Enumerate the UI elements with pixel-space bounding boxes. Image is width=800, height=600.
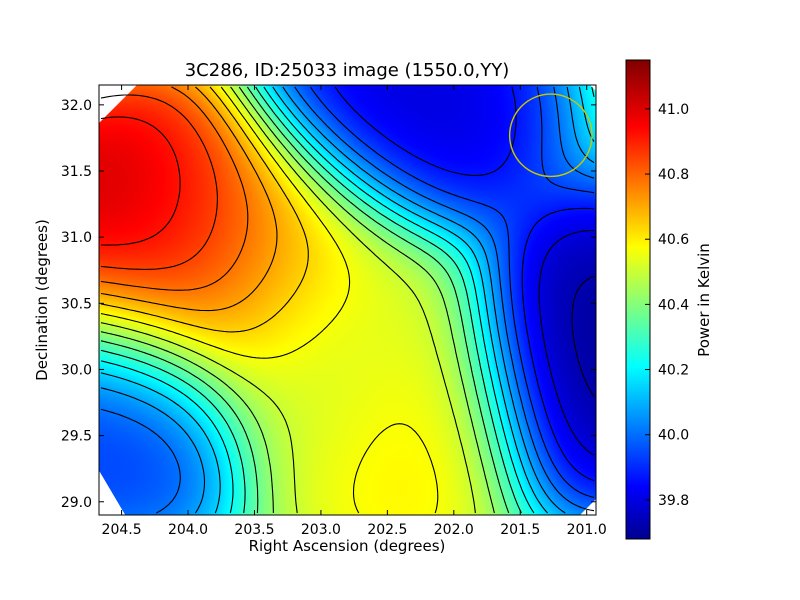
plot-area: 204.5 204.0 203.5 203.0 202.5 202.0 201.5 201.0… [61,84,607,538]
contour-line [538,229,595,456]
contour-lines [100,86,595,514]
x-tick-label: 201.0 [567,522,607,538]
contour-line [100,86,595,514]
y-tick-label: 29.5 [61,429,92,445]
y-tick-label: 31.0 [61,230,92,246]
y-tick-label: 29.0 [61,495,92,511]
x-axis-label: Right Ascension (degrees) [249,537,446,555]
contour-line [100,86,249,291]
colorbar-label: Power in Kelvin [695,243,713,357]
x-tick-label: 203.5 [234,522,274,538]
contour-line [100,86,595,514]
colorbar-tick-label: 40.6 [658,232,689,248]
contour-line [100,86,476,514]
colorbar-ticks: 39.8 40.0 40.2 40.4 40.6 40.8 41.0 [645,102,689,509]
contour-line [100,86,495,514]
y-axis-label: Declination (degrees) [33,219,51,381]
contour-line [100,86,595,514]
colorbar-gradient [625,59,651,540]
colorbar-tick-label: 40.4 [658,297,689,313]
contour-line [100,86,522,514]
x-tick-label: 202.0 [434,522,474,538]
chart-title: 3C286, ID:25033 image (1550.0,YY) [185,60,510,81]
y-tick-label: 32.0 [61,98,92,114]
contour-line [571,275,595,397]
x-tick-label: 204.5 [102,522,142,538]
x-tick-label: 201.5 [500,522,540,538]
contour-line [310,86,595,498]
y-tick-label: 30.5 [61,296,92,312]
contour-line [100,86,309,333]
x-tick-label: 203.0 [301,522,341,538]
contour-line [334,86,595,482]
contour-line [100,94,218,270]
colorbar-tick-label: 41.0 [658,102,689,118]
plot-frame [98,84,597,516]
colorbar-tick-label: 40.8 [658,167,689,183]
y-tick-label: 30.0 [61,362,92,378]
contour-line [100,116,181,246]
x-axis-ticks: 204.5 204.0 203.5 203.0 202.5 202.0 201.5 201.0 [102,85,607,538]
contour-line [100,86,439,514]
colorbar-tick-label: 40.2 [658,363,689,379]
colorbar: 39.8 40.0 40.2 40.4 40.6 40.8 41.0 Power in Ke… [625,59,713,540]
x-tick-label: 204.0 [168,522,208,538]
contour-line [100,86,510,514]
heatmap-image [99,85,596,515]
y-tick-label: 31.5 [61,164,92,180]
colorbar-tick-label: 39.8 [658,493,689,509]
contour-line [100,86,595,514]
colorbar-tick-label: 40.0 [658,428,689,444]
heatmap-raster [99,85,596,515]
x-tick-label: 202.5 [367,522,407,538]
contour-line [100,86,278,312]
y-axis-ticks: 29.0 29.5 30.0 30.5 31.0 31.5 32.0 [61,98,596,511]
beam-circle [508,93,593,178]
